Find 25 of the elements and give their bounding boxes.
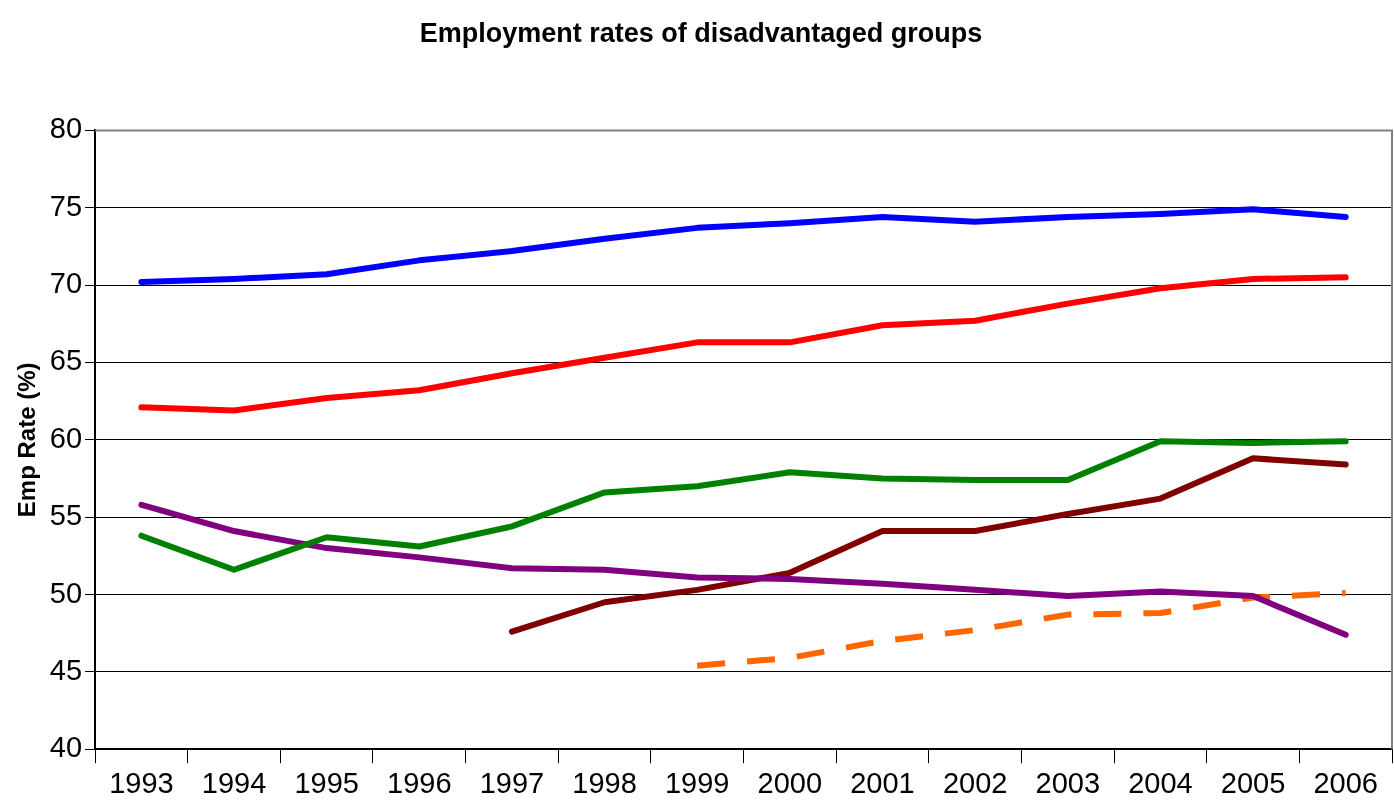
- y-axis-title: Emp Rate (%): [13, 362, 41, 518]
- y-tick-label: 75: [49, 189, 83, 222]
- y-tick-label: 70: [49, 267, 83, 300]
- y-tick-label: 45: [49, 653, 83, 686]
- y-tick-label: 50: [49, 576, 83, 609]
- y-tick-label: 55: [49, 499, 83, 532]
- x-tick-label: 1999: [664, 766, 730, 799]
- x-tick-label: 2006: [1313, 766, 1378, 799]
- x-tick-label: 2004: [1128, 766, 1193, 799]
- x-tick-label: 1995: [294, 766, 359, 799]
- x-tick-label: 1996: [387, 766, 452, 799]
- x-tick-label: 2005: [1220, 766, 1286, 799]
- x-tick-label: 1994: [201, 766, 267, 799]
- x-tick-label: 1993: [109, 766, 174, 799]
- x-tick-label: 2003: [1035, 766, 1101, 799]
- x-tick-label: 1998: [572, 766, 637, 799]
- x-tick-label: 2002: [942, 766, 1008, 799]
- chart-title: Employment rates of disadvantaged groups: [419, 17, 983, 48]
- y-tick-label: 80: [49, 112, 83, 145]
- x-tick-label: 1997: [479, 766, 545, 799]
- y-tick-label: 40: [49, 731, 83, 764]
- y-tick-label: 65: [49, 344, 83, 377]
- y-tick-label: 60: [49, 421, 83, 454]
- x-tick-label: 2001: [850, 766, 915, 799]
- x-tick-label: 2000: [757, 766, 823, 799]
